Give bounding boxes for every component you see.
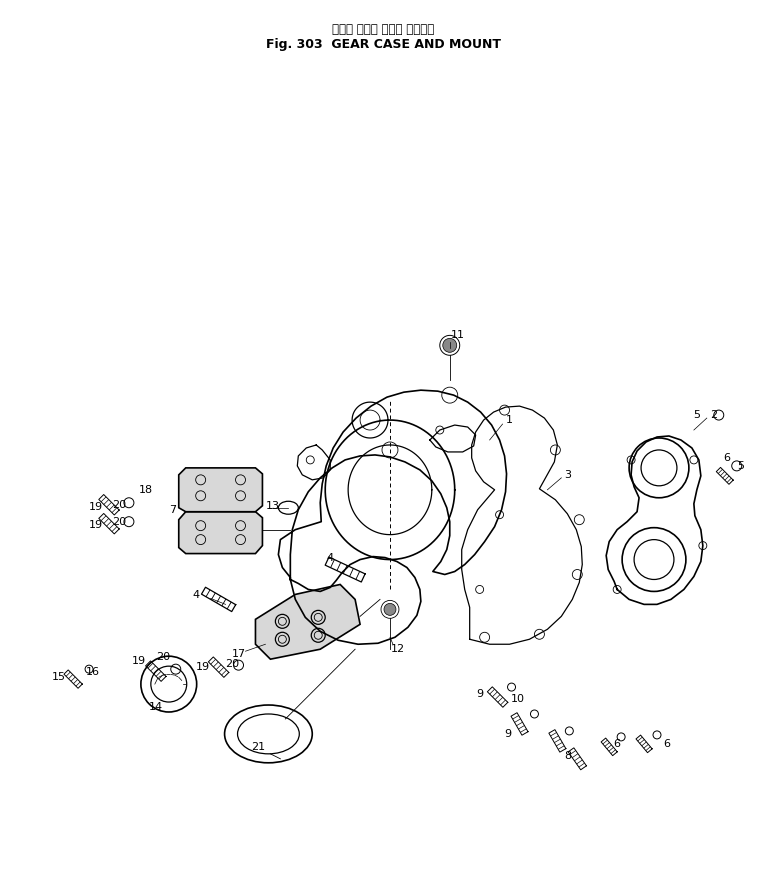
Text: 20: 20	[112, 517, 126, 527]
Text: 16: 16	[86, 667, 100, 677]
Text: 14: 14	[149, 702, 163, 712]
Text: 19: 19	[89, 520, 103, 530]
Text: 11: 11	[450, 330, 465, 341]
Text: Fig. 303  GEAR CASE AND MOUNT: Fig. 303 GEAR CASE AND MOUNT	[266, 38, 500, 51]
Text: 2: 2	[710, 410, 717, 420]
Text: 10: 10	[510, 694, 525, 704]
Text: 9: 9	[476, 689, 483, 699]
Text: 19: 19	[195, 662, 210, 672]
Polygon shape	[178, 512, 263, 554]
Text: 7: 7	[169, 504, 176, 515]
Text: 6: 6	[723, 453, 730, 463]
Text: 5: 5	[693, 410, 700, 420]
Text: 20: 20	[225, 659, 240, 669]
Circle shape	[443, 338, 457, 352]
Circle shape	[384, 604, 396, 615]
Text: 5: 5	[737, 461, 745, 471]
Text: 9: 9	[504, 729, 511, 739]
Text: 12: 12	[391, 645, 405, 654]
Text: 20: 20	[112, 500, 126, 510]
Text: ギヤー ケース および マウント: ギヤー ケース および マウント	[332, 23, 434, 36]
Text: 18: 18	[139, 485, 153, 495]
Text: 8: 8	[564, 751, 571, 761]
Text: 19: 19	[89, 502, 103, 512]
Text: 1: 1	[506, 415, 513, 425]
Text: 19: 19	[132, 656, 146, 666]
Text: 4: 4	[326, 552, 334, 563]
Text: 3: 3	[564, 469, 571, 480]
Text: 21: 21	[251, 742, 266, 752]
Text: 17: 17	[231, 649, 246, 659]
Polygon shape	[178, 468, 263, 512]
Text: 6: 6	[614, 739, 620, 749]
Text: 15: 15	[52, 672, 66, 682]
Text: 13: 13	[265, 501, 280, 510]
Text: 20: 20	[155, 652, 170, 662]
Text: 6: 6	[663, 739, 670, 749]
Text: 4: 4	[192, 591, 199, 600]
Polygon shape	[256, 584, 360, 659]
